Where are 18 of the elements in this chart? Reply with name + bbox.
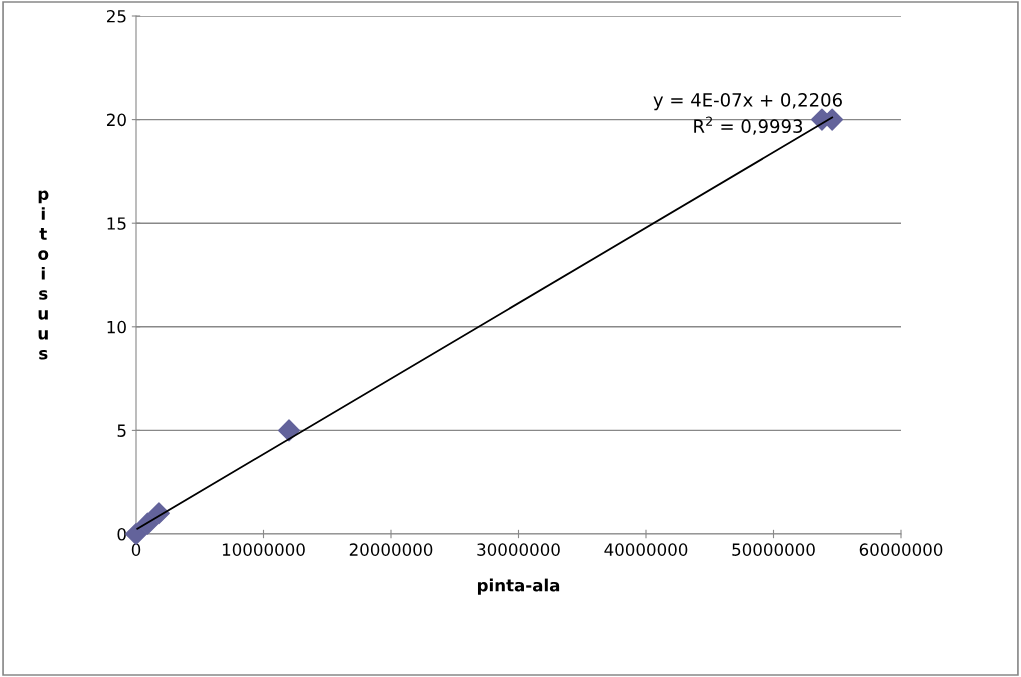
- x-tick-label: 10000000: [222, 543, 305, 556]
- x-tick-label: 0: [131, 543, 141, 556]
- y-tick-label: 0: [117, 527, 126, 541]
- x-tick-label: 40000000: [604, 543, 688, 556]
- x-tick-label: 60000000: [859, 543, 943, 556]
- text: pitoisuus: [38, 190, 49, 360]
- x-axis-title: pinta-ala: [477, 578, 560, 595]
- y-tick-label: 5: [117, 424, 126, 437]
- x-tick-label: 50000000: [732, 543, 815, 556]
- y-tick-label: 15: [107, 217, 126, 230]
- x-tick-label: 20000000: [349, 543, 433, 556]
- y-tick-label: 25: [106, 9, 126, 23]
- annotation: R$^{2}$ = 0,9993: [694, 116, 803, 135]
- point: [125, 523, 147, 545]
- annotation: y = 4E-07x + 0,2206: [653, 93, 842, 111]
- x-tick-label: 30000000: [477, 543, 560, 556]
- y-tick-label: 10: [107, 320, 126, 334]
- y-tick-label: 20: [106, 113, 126, 127]
